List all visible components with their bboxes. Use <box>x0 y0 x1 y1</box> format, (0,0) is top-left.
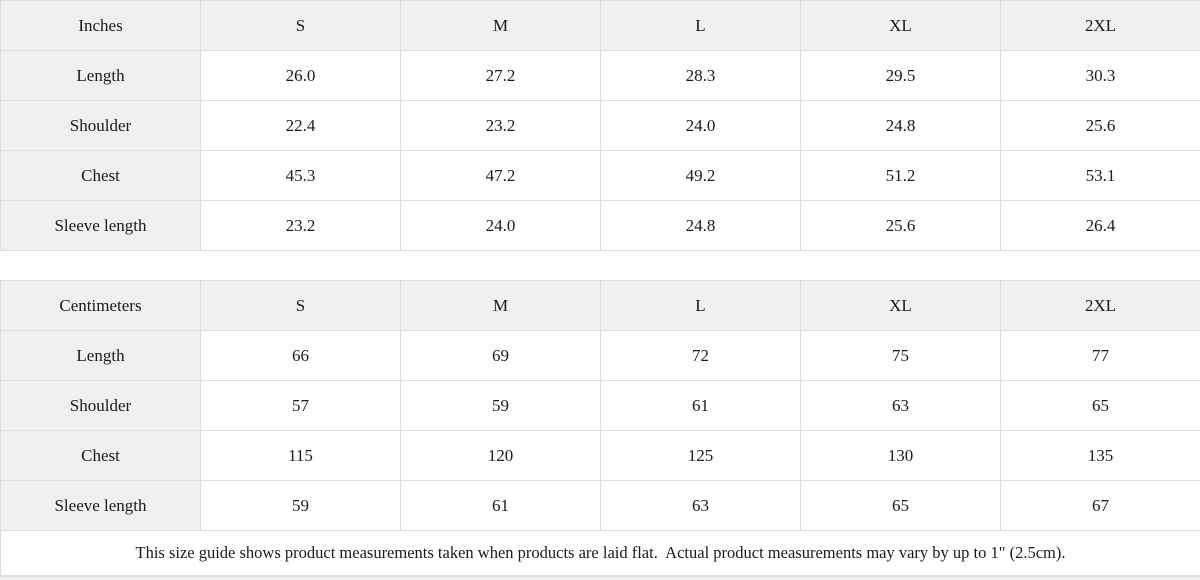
size-guide-note: This size guide shows product measuremen… <box>0 530 1200 576</box>
cell: 63 <box>800 380 1001 431</box>
cell: 61 <box>400 480 601 531</box>
bottom-strip <box>0 576 1200 580</box>
size-header-m: M <box>400 280 601 331</box>
cell: 135 <box>1000 430 1200 481</box>
cell: 67 <box>1000 480 1200 531</box>
spacer-cell <box>0 250 1200 281</box>
cell: 63 <box>600 480 801 531</box>
cell: 59 <box>200 480 401 531</box>
cell: 53.1 <box>1000 150 1200 201</box>
centimeters-header-row: Centimeters S M L XL 2XL <box>0 280 1200 331</box>
cell: 61 <box>600 380 801 431</box>
cell: 72 <box>600 330 801 381</box>
cell: 115 <box>200 430 401 481</box>
row-label: Shoulder <box>0 100 201 151</box>
cell: 30.3 <box>1000 50 1200 101</box>
cell: 65 <box>800 480 1001 531</box>
table-row-cm-shoulder: Shoulder 57 59 61 63 65 <box>0 380 1200 431</box>
size-header-l: L <box>600 280 801 331</box>
cell: 69 <box>400 330 601 381</box>
size-header-2xl: 2XL <box>1000 0 1200 51</box>
cell: 120 <box>400 430 601 481</box>
row-label: Chest <box>0 150 201 201</box>
size-header-m: M <box>400 0 601 51</box>
table-spacer-row <box>0 250 1200 281</box>
cell: 77 <box>1000 330 1200 381</box>
cell: 59 <box>400 380 601 431</box>
size-header-xl: XL <box>800 0 1001 51</box>
cell: 26.4 <box>1000 200 1200 251</box>
table-row-inches-chest: Chest 45.3 47.2 49.2 51.2 53.1 <box>0 150 1200 201</box>
cell: 28.3 <box>600 50 801 101</box>
table-row-cm-chest: Chest 115 120 125 130 135 <box>0 430 1200 481</box>
cell: 47.2 <box>400 150 601 201</box>
unit-header-inches: Inches <box>0 0 201 51</box>
table-row-inches-shoulder: Shoulder 22.4 23.2 24.0 24.8 25.6 <box>0 100 1200 151</box>
size-header-s: S <box>200 0 401 51</box>
table-row-cm-length: Length 66 69 72 75 77 <box>0 330 1200 381</box>
cell: 22.4 <box>200 100 401 151</box>
cell: 26.0 <box>200 50 401 101</box>
size-header-xl: XL <box>800 280 1001 331</box>
size-header-s: S <box>200 280 401 331</box>
footer-row: This size guide shows product measuremen… <box>0 530 1200 576</box>
row-label: Length <box>0 330 201 381</box>
cell: 65 <box>1000 380 1200 431</box>
inches-header-row: Inches S M L XL 2XL <box>0 0 1200 51</box>
cell: 27.2 <box>400 50 601 101</box>
cell: 75 <box>800 330 1001 381</box>
cell: 23.2 <box>200 200 401 251</box>
cell: 24.0 <box>400 200 601 251</box>
row-label: Chest <box>0 430 201 481</box>
row-label: Length <box>0 50 201 101</box>
unit-header-centimeters: Centimeters <box>0 280 201 331</box>
cell: 29.5 <box>800 50 1001 101</box>
cell: 23.2 <box>400 100 601 151</box>
cell: 25.6 <box>1000 100 1200 151</box>
cell: 24.8 <box>800 100 1001 151</box>
cell: 24.8 <box>600 200 801 251</box>
size-header-2xl: 2XL <box>1000 280 1200 331</box>
cell: 49.2 <box>600 150 801 201</box>
cell: 130 <box>800 430 1001 481</box>
cell: 45.3 <box>200 150 401 201</box>
table-row-inches-sleeve-length: Sleeve length 23.2 24.0 24.8 25.6 26.4 <box>0 200 1200 251</box>
size-header-l: L <box>600 0 801 51</box>
cell: 51.2 <box>800 150 1001 201</box>
cell: 57 <box>200 380 401 431</box>
table-row-cm-sleeve-length: Sleeve length 59 61 63 65 67 <box>0 480 1200 531</box>
row-label: Shoulder <box>0 380 201 431</box>
row-label: Sleeve length <box>0 200 201 251</box>
cell: 25.6 <box>800 200 1001 251</box>
table-row-inches-length: Length 26.0 27.2 28.3 29.5 30.3 <box>0 50 1200 101</box>
row-label: Sleeve length <box>0 480 201 531</box>
cell: 125 <box>600 430 801 481</box>
cell: 24.0 <box>600 100 801 151</box>
cell: 66 <box>200 330 401 381</box>
